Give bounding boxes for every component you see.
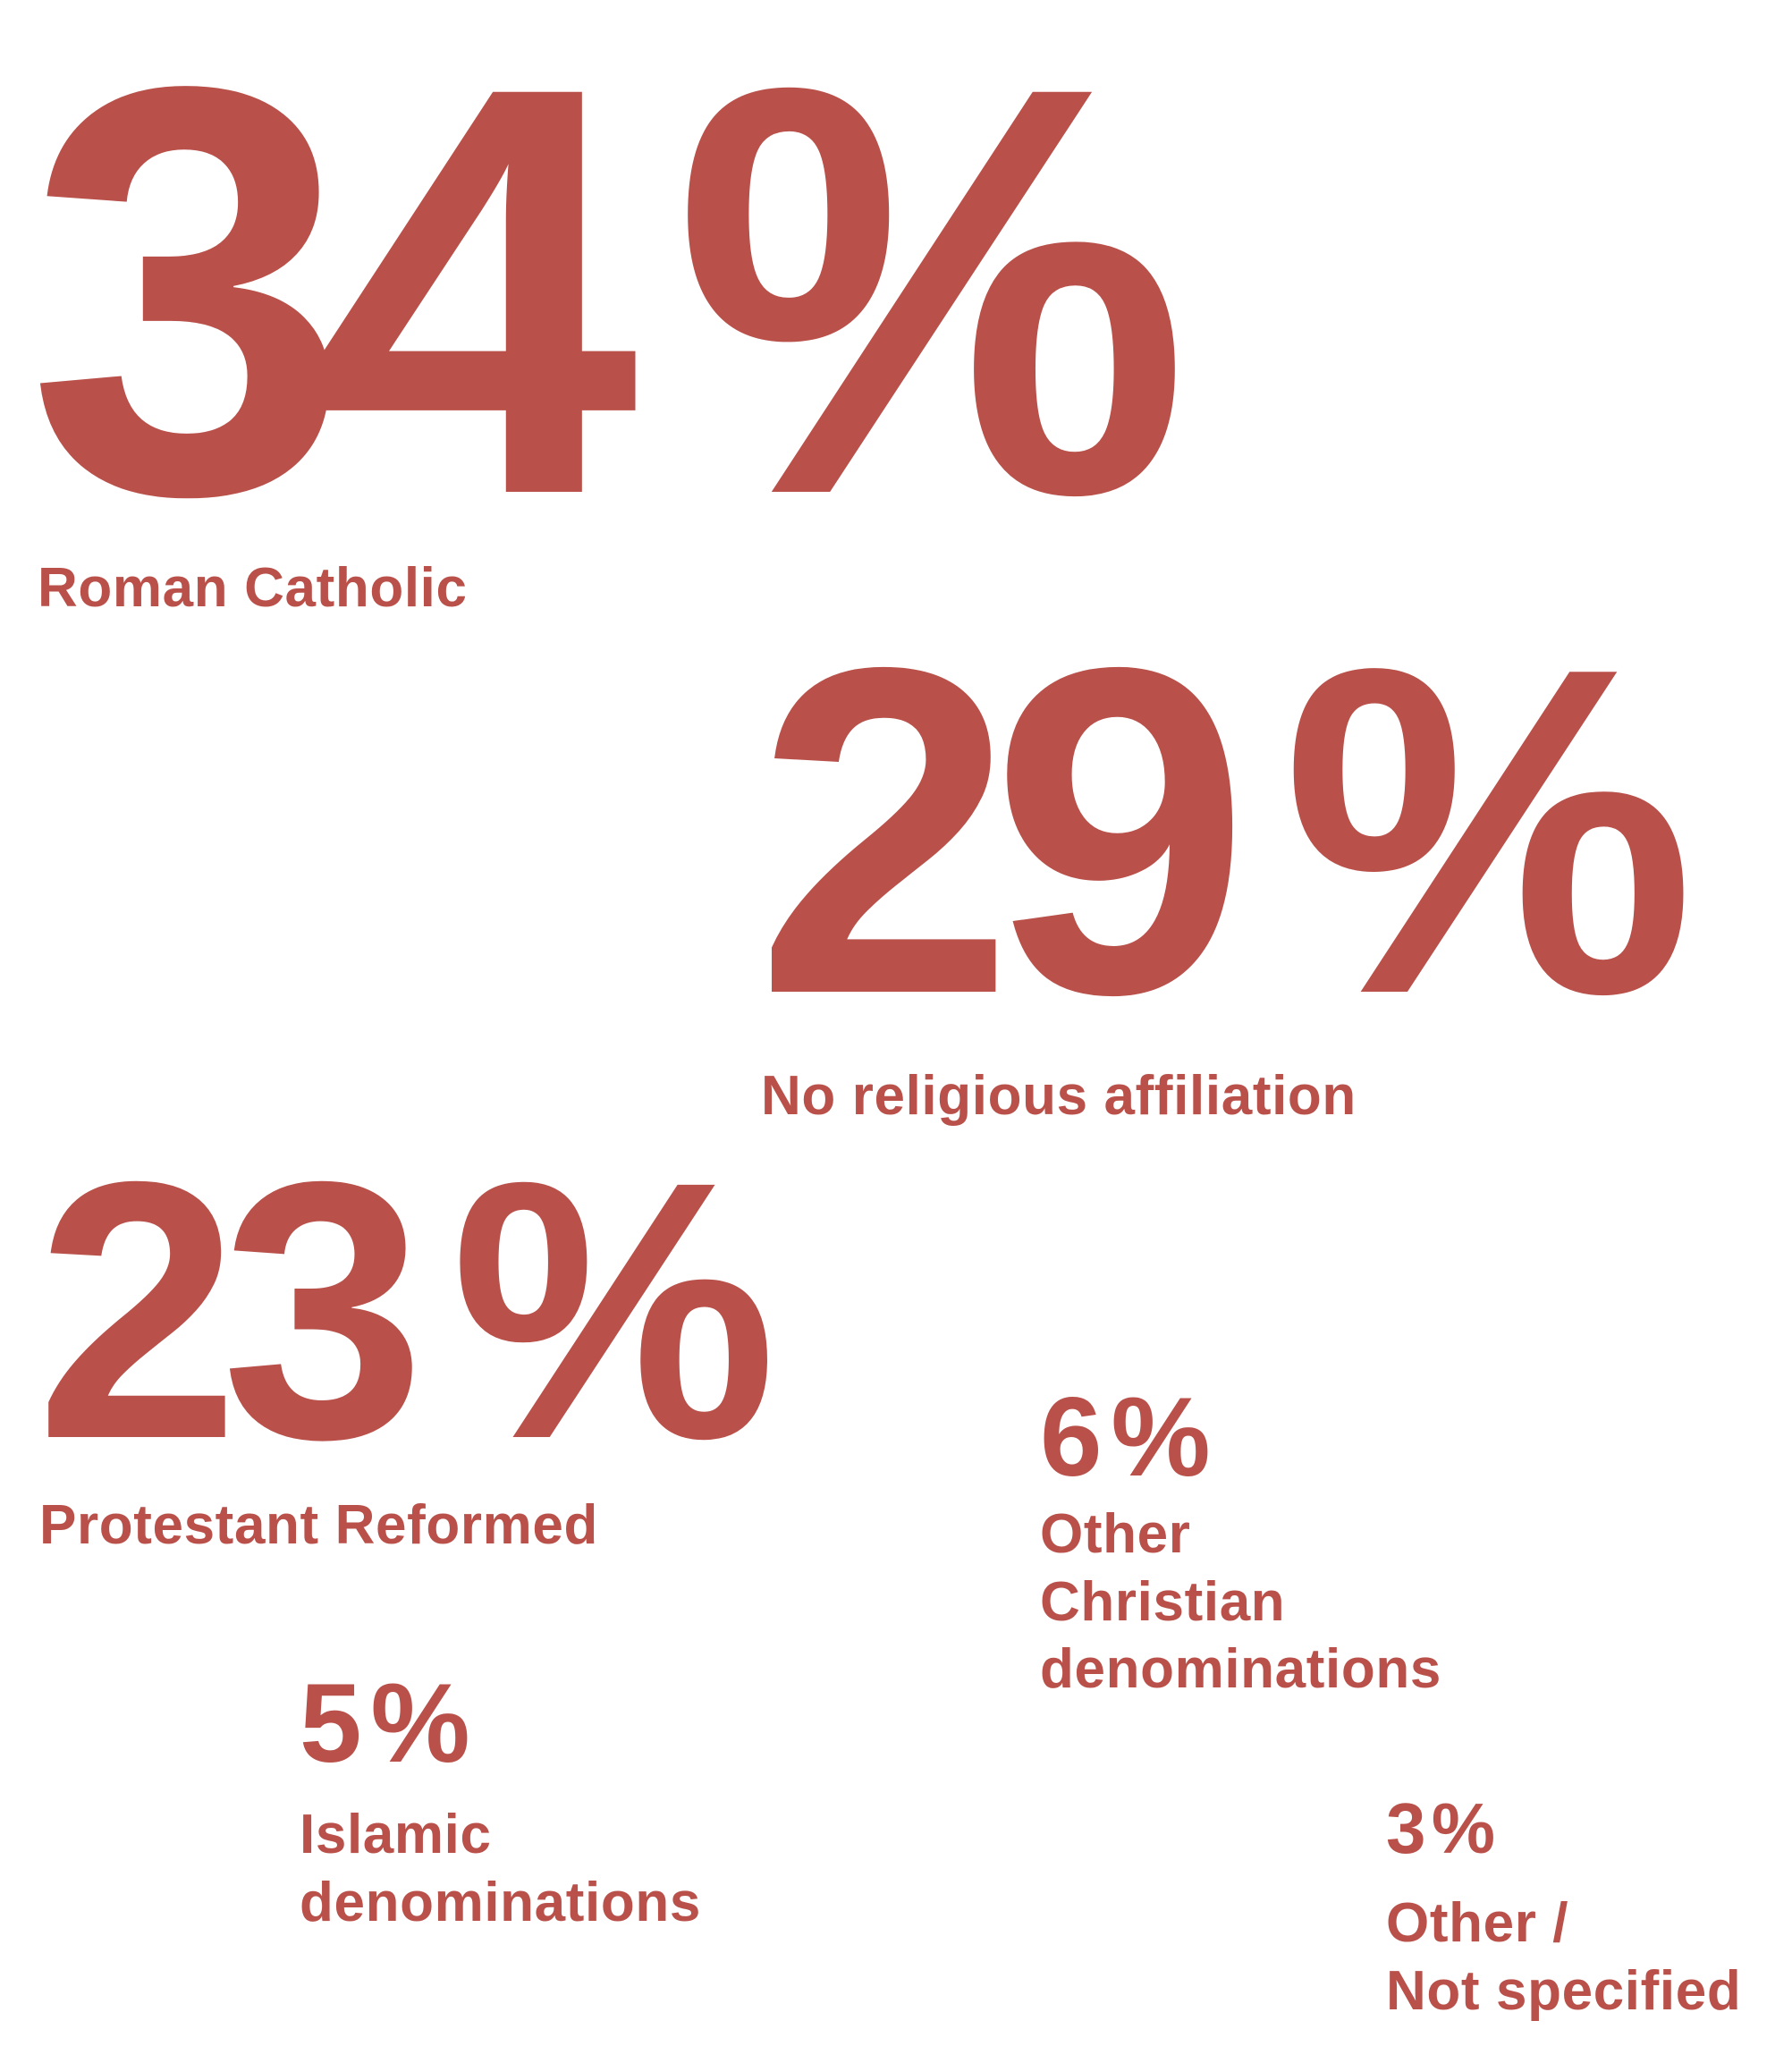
stat-label-line: Christian: [1040, 1570, 1286, 1633]
stat-value: 34%: [27, 0, 1190, 581]
stat-label-line: Protestant Reformed: [39, 1494, 598, 1556]
stat-label-line: Other /: [1386, 1892, 1569, 1954]
stat-label: Protestant Reformed: [39, 1493, 758, 1557]
stat-label-line: denominations: [300, 1871, 701, 1933]
stat-label: Islamic denominations: [300, 1801, 701, 1936]
stat-no-religious-affiliation: 29% No religious affiliation: [756, 571, 1695, 1128]
stat-protestant-reformed: 23% Protestant Reformed: [36, 1105, 777, 1557]
percent-sign: %: [1281, 571, 1695, 1091]
stat-value: 6%: [1040, 1375, 1211, 1500]
stat-islamic-denominations: 5% Islamic denominations: [300, 1668, 701, 1936]
stat-label: Roman Catholic: [38, 556, 1155, 620]
percent-sign: %: [370, 1661, 470, 1786]
stat-other-not-specified: 3% Other / Not specified: [1386, 1793, 1741, 2025]
stat-value: 3%: [1386, 1788, 1495, 1868]
stat-label-line: Roman Catholic: [38, 557, 468, 619]
stat-label-line: No religious affiliation: [761, 1065, 1357, 1127]
stat-other-christian-denominations: 6% Other Christian denominations: [1040, 1382, 1441, 1704]
stat-label-line: Not specified: [1386, 1959, 1742, 2022]
stat-label-line: denominations: [1040, 1638, 1441, 1701]
stat-value: 29%: [756, 571, 1695, 1091]
stat-label: Other Christian denominations: [1040, 1501, 1441, 1704]
percent-sign: %: [1111, 1375, 1211, 1500]
percent-sign: %: [673, 0, 1190, 615]
stat-value: 5%: [300, 1661, 470, 1786]
stat-label-line: Other: [1040, 1503, 1191, 1565]
stat-label: No religious affiliation: [761, 1064, 1672, 1128]
stat-label-line: Islamic: [300, 1804, 492, 1865]
percent-sign: %: [451, 1105, 777, 1515]
stat-label: Other / Not specified: [1386, 1890, 1741, 2025]
stat-value: 23%: [36, 1105, 777, 1515]
stat-roman-catholic: 34% Roman Catholic: [27, 0, 1190, 620]
percent-sign: %: [1431, 1788, 1495, 1868]
